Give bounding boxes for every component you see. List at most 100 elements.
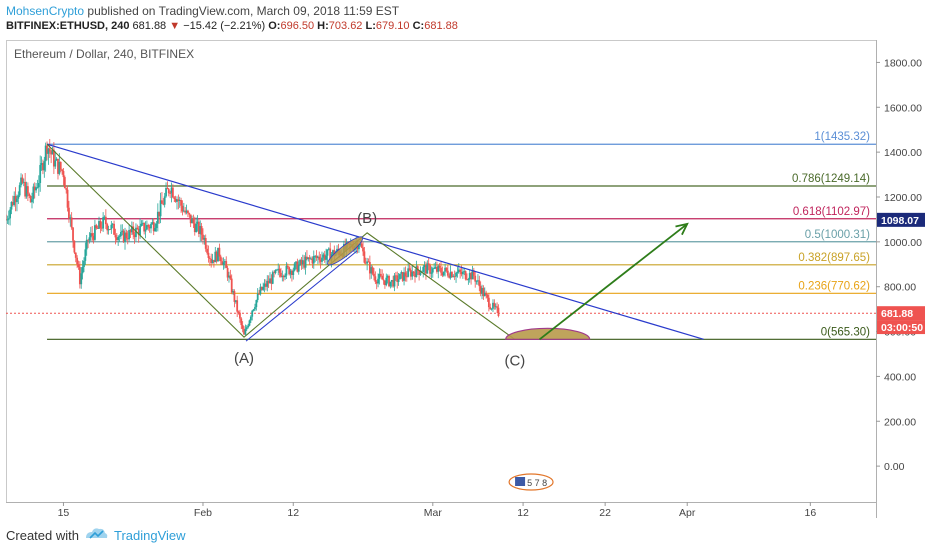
candle-body [181, 205, 184, 212]
price-tag-bg [877, 306, 925, 321]
candle-body [308, 257, 311, 259]
candle-body [322, 254, 325, 258]
candle-body [32, 186, 35, 200]
candle-body [77, 264, 80, 268]
candle-body [115, 237, 118, 241]
candle-body [219, 256, 222, 262]
candle-body [487, 297, 490, 308]
candle-body [126, 238, 129, 240]
candle-body [260, 286, 263, 290]
candle-body [121, 230, 124, 233]
price-tag-bg [877, 212, 925, 227]
candle-body [36, 187, 39, 189]
candle-body [494, 306, 497, 308]
candle-body [497, 307, 500, 317]
price-chart[interactable]: Ethereum / Dollar, 240, BITFINEX 0.00 200.… [5, 40, 926, 519]
candle-body [371, 267, 374, 274]
candle-body [269, 278, 271, 284]
candle-body [364, 262, 367, 264]
tradingview-brand[interactable]: TradingView [114, 528, 186, 543]
y-tick-label: 1800.00 [884, 57, 922, 69]
candle-body [50, 151, 53, 155]
candle-body [140, 223, 143, 226]
candle-body [48, 148, 51, 152]
candle-body [148, 226, 151, 229]
candle-body [277, 268, 280, 270]
candle-body [359, 243, 362, 246]
candle-body [68, 207, 70, 219]
candle-body [25, 186, 28, 197]
candle-body [282, 276, 285, 278]
y-tick-label: 200.00 [884, 416, 916, 428]
candle-body [73, 240, 76, 253]
candle-body [390, 280, 393, 282]
candle-body [211, 259, 214, 264]
candle-body [230, 278, 233, 293]
candle-body [171, 187, 174, 198]
candle-body [418, 271, 421, 275]
candle-body [363, 251, 366, 263]
candle-body [54, 160, 57, 167]
candle-body [411, 271, 414, 277]
wave-label-b: (B) [357, 210, 377, 227]
fib-label-0: 0(565.30) [821, 326, 870, 338]
candle-body [397, 279, 400, 283]
candle-body [265, 283, 267, 287]
candle-body [310, 258, 312, 260]
candle-body [47, 148, 50, 154]
candle-body [128, 229, 131, 240]
fib-label-0.382: 0.382(897.65) [798, 252, 870, 264]
candle-body [385, 277, 388, 286]
y-tick-label: 400.00 [884, 371, 916, 383]
author-link[interactable]: MohsenCrypto [6, 4, 85, 18]
candle-body [173, 197, 176, 199]
candle-body [218, 247, 221, 257]
candle-body [122, 230, 125, 242]
candle-body [241, 325, 244, 329]
candle-body [196, 221, 199, 224]
candle-body [137, 229, 140, 236]
candle-body [367, 261, 370, 263]
candle-body [475, 280, 478, 282]
candle-body [103, 216, 106, 218]
candle-body [456, 272, 459, 274]
candle-body [163, 196, 166, 205]
candle-body [221, 261, 224, 265]
candle-body [92, 235, 95, 240]
publish-line: MohsenCrypto published on TradingView.co… [6, 4, 399, 18]
candle-body [7, 218, 10, 220]
symbol-line: BITFINEX:ETHUSD, 240 681.88 ▼ −15.42 (−2… [6, 20, 458, 32]
candle-body [100, 227, 103, 229]
candle-body [405, 276, 408, 278]
candle-body [106, 224, 109, 231]
candle-body [9, 209, 12, 219]
candle-body [472, 270, 475, 276]
candle-body [65, 188, 68, 190]
candle-body [40, 163, 43, 166]
candle-body [167, 189, 170, 194]
candle-body [316, 256, 319, 258]
candle-body [457, 269, 460, 273]
candle-body [245, 327, 248, 330]
candle-body [386, 275, 389, 278]
fib-label-0.5: 0.5(1000.31) [805, 229, 870, 241]
price-change: −15.42 (−2.21%) [183, 20, 266, 32]
candle-body [120, 232, 122, 237]
candle-body [229, 275, 232, 279]
candle-body [35, 187, 37, 191]
candle-body [434, 267, 437, 269]
candle-body [259, 286, 262, 295]
candle-body [433, 268, 436, 269]
fib-label-0.236: 0.236(770.62) [798, 280, 870, 292]
candle-body [403, 272, 405, 281]
candle-body [306, 256, 308, 260]
candle-body [468, 273, 471, 280]
candle-body [192, 218, 195, 224]
candle-body [281, 276, 284, 277]
x-tick-label: 15 [58, 507, 70, 518]
chart-container[interactable]: Ethereum / Dollar, 240, BITFINEX 0.00 200.… [5, 40, 926, 519]
y-tick-label: 800.00 [884, 282, 916, 294]
candle-body [311, 258, 314, 264]
candle-body [304, 256, 307, 268]
candle-body [299, 259, 302, 265]
